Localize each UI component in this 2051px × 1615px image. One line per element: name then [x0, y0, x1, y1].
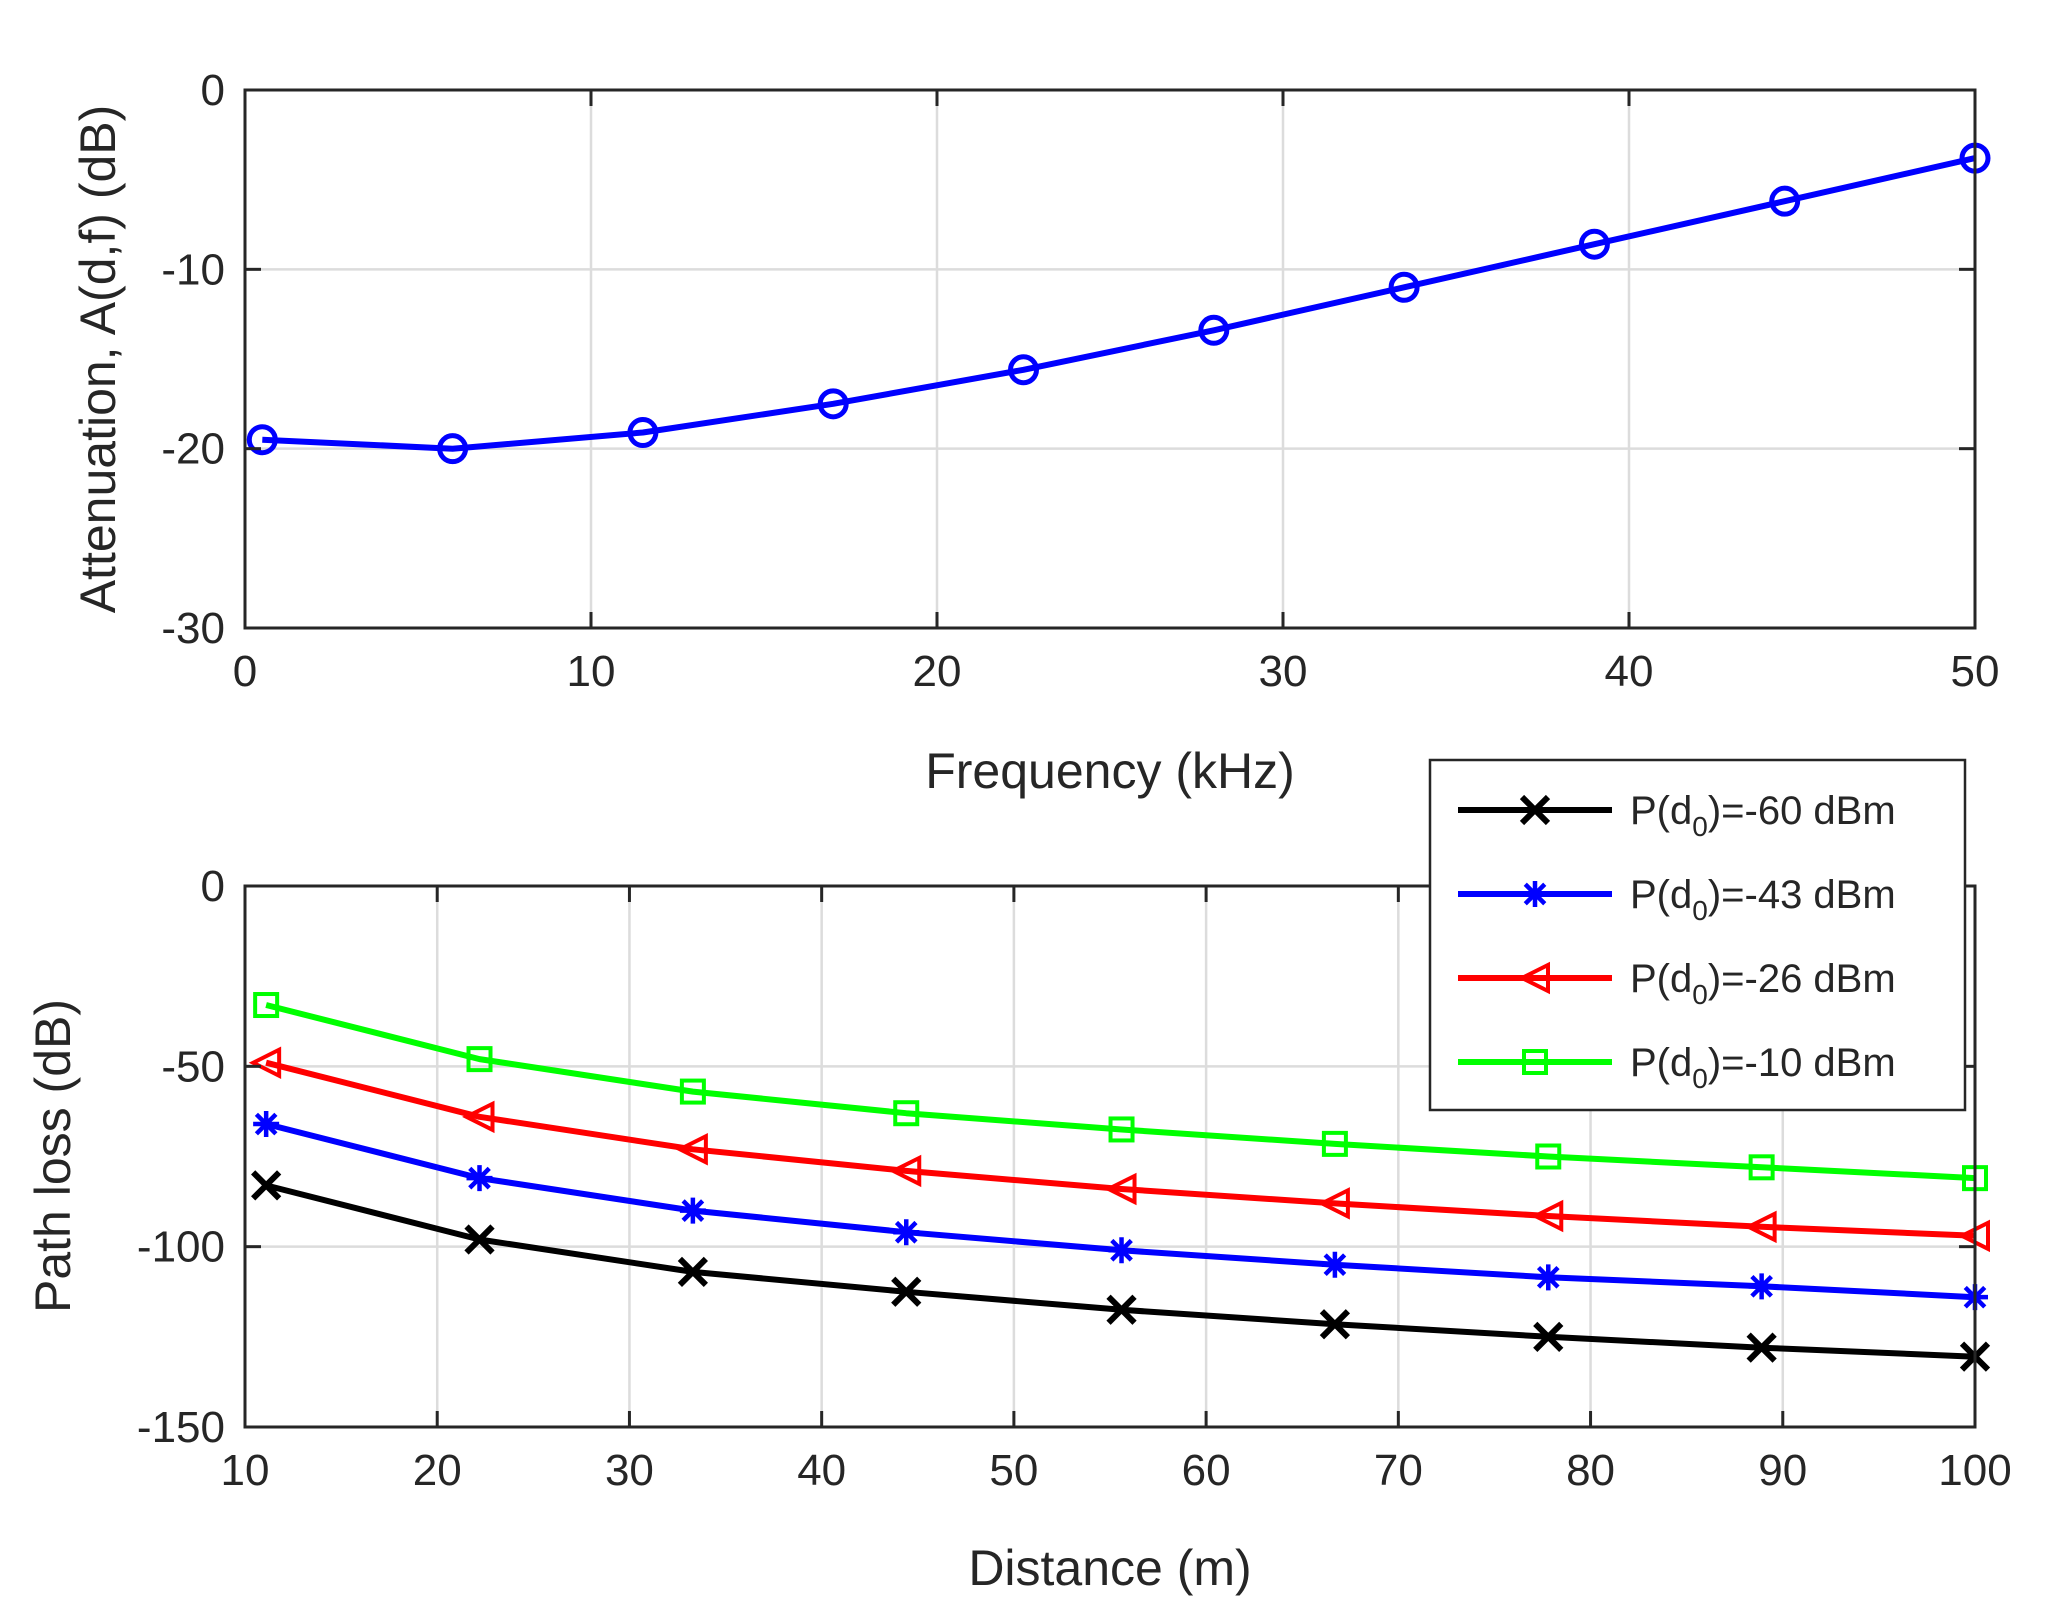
data-point-marker: [437, 433, 469, 465]
legend-item-1: P(d0)=-43 dBm: [1458, 873, 1896, 926]
data-point-marker: [1748, 1273, 1775, 1300]
x-tick-label: 10: [567, 647, 616, 696]
series-group: [246, 142, 1991, 465]
series-0: [246, 142, 1991, 465]
data-point-marker: [466, 1046, 493, 1073]
plot-frame: [243, 884, 1977, 1429]
series-line: [265, 1002, 1976, 1182]
x-tick-label: 10: [221, 1446, 270, 1495]
series-line: [262, 155, 1976, 452]
x-axis-label: Distance (m): [968, 1540, 1251, 1596]
x-tick-label: 90: [1758, 1446, 1807, 1495]
x-tick-label: 40: [1605, 647, 1654, 696]
x-tick-label: 100: [1938, 1446, 2011, 1495]
data-point-marker: [893, 1100, 920, 1127]
data-point-marker: [1321, 1130, 1348, 1157]
legend-item-3: P(d0)=-10 dBm: [1458, 1041, 1896, 1094]
x-tick-label: 20: [913, 647, 962, 696]
x-tick-label: 60: [1182, 1446, 1231, 1495]
data-point-marker: [1108, 1116, 1135, 1143]
data-point-marker: [246, 424, 278, 456]
legend-marker: [1519, 794, 1551, 826]
data-point-marker: [248, 1046, 282, 1079]
legend-item-2: P(d0)=-26 dBm: [1458, 957, 1896, 1010]
y-tick-label: -20: [161, 425, 225, 474]
x-tick-label: 70: [1374, 1446, 1423, 1495]
attenuation-chart: 0 10 20 30 40 50 0 -10 -20 -30 Frequency (kHz) At…: [70, 66, 1999, 799]
data-point-marker: [891, 1276, 922, 1307]
legend-marker: [1522, 1049, 1548, 1075]
legend-box: [1428, 758, 1967, 1112]
legend-item-0: P(d0)=-60 dBm: [1458, 789, 1896, 842]
series-group: [248, 992, 1991, 1372]
data-point-marker: [817, 388, 849, 420]
tick-labels: 0 10 20 30 40 50 0 -10 -20 -30: [161, 66, 1999, 696]
data-point-marker: [1533, 1321, 1564, 1352]
data-point-marker: [1106, 1294, 1137, 1325]
path-loss-chart: 10 20 30 40 50 60 70 80 90 100 0 -50 -100 -150 Distan…: [25, 758, 2012, 1596]
x-tick-label: 0: [233, 647, 257, 696]
y-tick-label: -50: [161, 1042, 225, 1091]
data-point-marker: [464, 1224, 495, 1255]
data-point-marker: [1388, 271, 1420, 303]
plot-frame: [243, 88, 1977, 630]
data-point-marker: [1319, 1309, 1351, 1340]
x-tick-label: 50: [1951, 647, 2000, 696]
series-0: [251, 1170, 1991, 1372]
legend-label: P(d0)=-10 dBm: [1630, 1041, 1896, 1094]
x-tick-label: 50: [989, 1446, 1038, 1495]
x-tick-label: 30: [1259, 647, 1308, 696]
data-point-marker: [893, 1219, 920, 1246]
x-tick-label: 40: [797, 1446, 846, 1495]
data-point-marker: [1530, 1199, 1564, 1233]
data-point-marker: [1198, 314, 1230, 346]
data-point-marker: [1744, 1210, 1777, 1244]
data-point-marker: [888, 1154, 922, 1188]
legend: P(d0)=-60 dBm P(d0)=-43 dBm P(d0)=-26 dBm P…: [1428, 758, 1967, 1112]
data-point-marker: [1008, 354, 1039, 386]
data-point-marker: [1535, 1143, 1562, 1170]
data-point-marker: [679, 1197, 706, 1224]
data-point-marker: [1104, 1172, 1137, 1206]
y-axis-label: Attenuation, A(d,f) (dB): [70, 105, 126, 614]
data-point-marker: [675, 1133, 708, 1166]
legend-marker: [1522, 881, 1548, 907]
data-point-marker: [466, 1165, 493, 1192]
y-tick-label: -30: [161, 604, 225, 653]
data-point-marker: [462, 1100, 495, 1134]
y-tick-label: 0: [201, 66, 225, 115]
data-point-marker: [1748, 1154, 1775, 1181]
y-axis-label: Path loss (dB): [25, 999, 81, 1313]
data-point-marker: [1578, 228, 1610, 260]
legend-label: P(d0)=-60 dBm: [1630, 789, 1896, 842]
data-point-marker: [1746, 1332, 1777, 1363]
data-point-marker: [253, 992, 280, 1019]
legend-marker: [1517, 961, 1550, 995]
y-tick-label: 0: [201, 862, 225, 911]
data-point-marker: [251, 1170, 282, 1201]
data-point-marker: [1321, 1251, 1348, 1278]
x-tick-label: 30: [605, 1446, 654, 1495]
tick-labels: 10 20 30 40 50 60 70 80 90 100 0 -50 -100 -150: [137, 862, 2012, 1495]
x-tick-label: 20: [413, 1446, 462, 1495]
legend-label: P(d0)=-43 dBm: [1630, 873, 1896, 926]
data-point-marker: [627, 417, 659, 449]
x-axis-label: Frequency (kHz): [925, 743, 1295, 799]
data-point-marker: [1535, 1264, 1562, 1291]
data-point-marker: [253, 1111, 280, 1138]
y-tick-label: -150: [137, 1403, 225, 1452]
y-tick-label: -100: [137, 1223, 225, 1272]
data-point-marker: [677, 1256, 708, 1288]
data-point-marker: [1108, 1237, 1135, 1264]
data-point-marker: [679, 1078, 706, 1105]
data-point-marker: [1769, 185, 1801, 217]
series-line: [265, 1059, 1976, 1239]
y-tick-label: -10: [161, 245, 225, 294]
x-tick-label: 80: [1566, 1446, 1615, 1495]
data-point-marker: [1317, 1187, 1350, 1220]
legend-label: P(d0)=-26 dBm: [1630, 957, 1896, 1010]
